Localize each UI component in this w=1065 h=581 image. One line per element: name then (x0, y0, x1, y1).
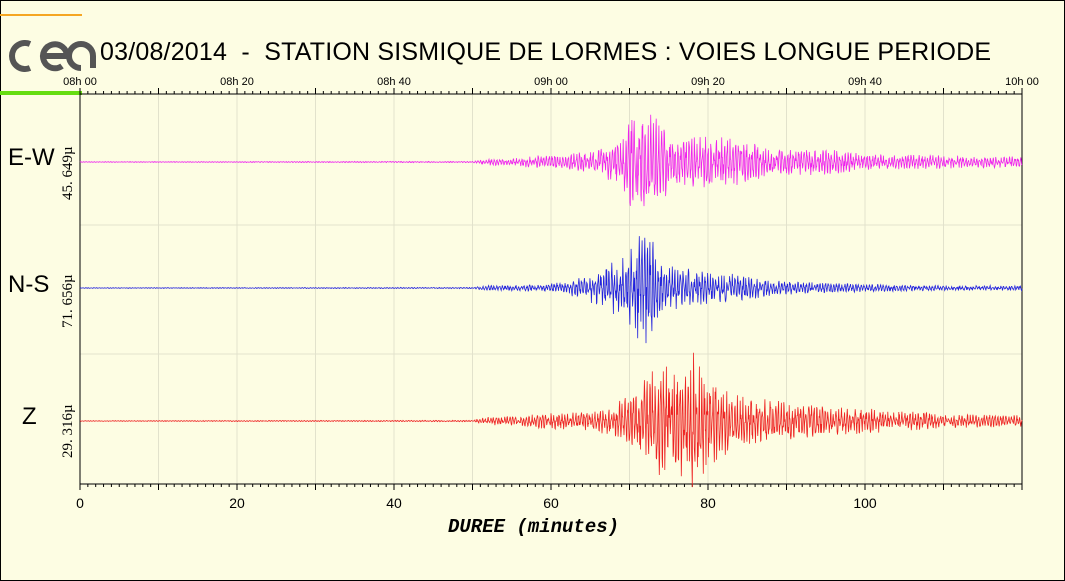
top-tick-label: 09h 40 (848, 76, 882, 88)
bottom-tick-label: 0 (76, 495, 84, 511)
amplitude-label-ns: 71. 656µ (60, 274, 76, 328)
chart-title: 03/08/2014 - STATION SISMIQUE DE LORMES … (100, 38, 992, 66)
bottom-tick-label: 40 (386, 495, 402, 511)
channel-label-z: Z (22, 403, 37, 430)
trace-ns (79, 236, 1023, 344)
green-strip (0, 91, 82, 95)
x-axis-title: DUREE (minutes) (448, 516, 620, 538)
top-tick-label: 08h 40 (377, 76, 411, 88)
trace-z (80, 352, 1023, 488)
channel-label-ew: E-W (8, 144, 55, 171)
cea-logo-icon (9, 40, 96, 72)
top-tick-label: 09h 20 (691, 76, 725, 88)
amplitude-label-z: 29. 316µ (60, 404, 76, 458)
top-tick-label: 10h 00 (1005, 76, 1039, 88)
orange-strip (0, 14, 82, 16)
channel-label-ns: N-S (8, 271, 50, 298)
bottom-tick-label: 20 (229, 495, 245, 511)
bottom-tick-label: 100 (853, 495, 877, 511)
top-tick-label: 09h 00 (534, 76, 568, 88)
trace-ew (79, 114, 1023, 207)
top-tick-label: 08h 00 (63, 76, 97, 88)
amplitude-label-ew: 45. 649µ (60, 146, 76, 200)
bottom-tick-label: 80 (700, 495, 716, 511)
bottom-tick-label: 60 (543, 495, 559, 511)
top-tick-label: 08h 20 (220, 76, 254, 88)
